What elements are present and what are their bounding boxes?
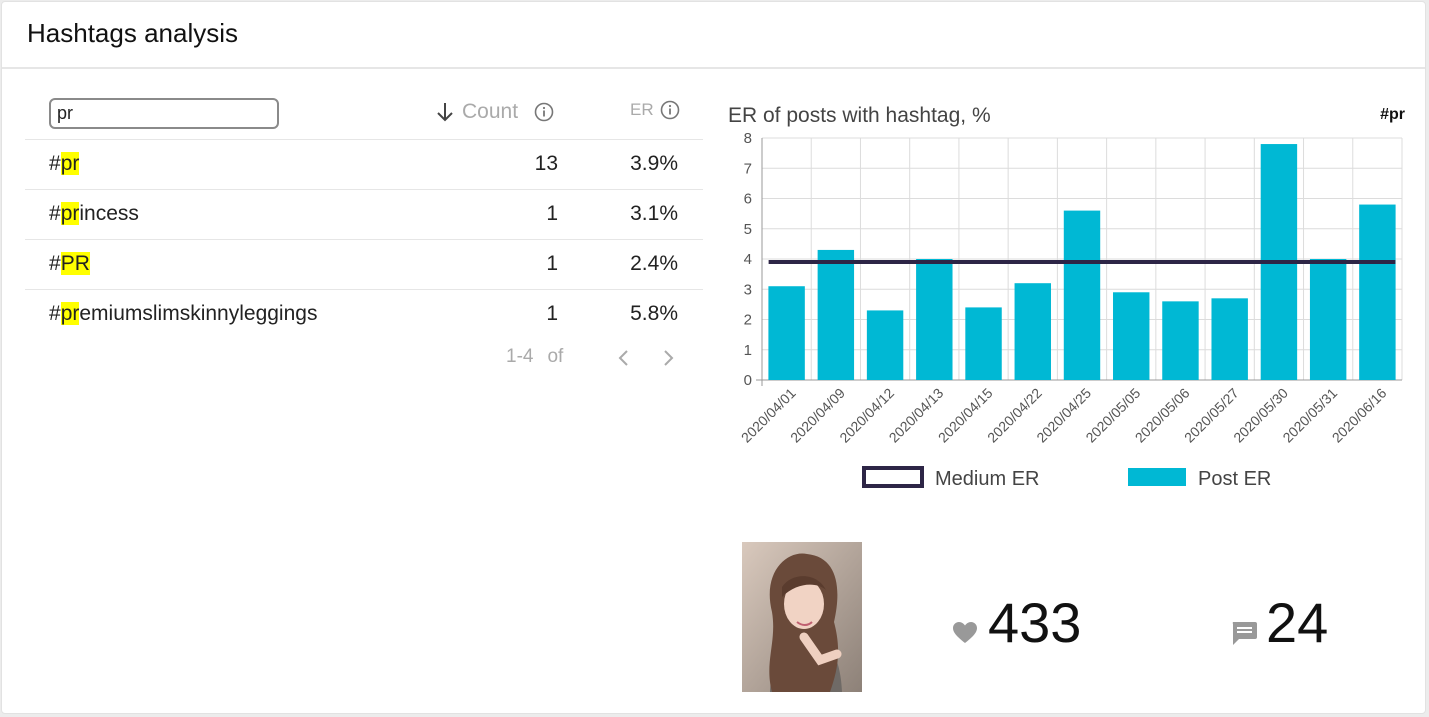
chevron-right-icon[interactable] [660, 348, 676, 368]
bar [1309, 259, 1347, 380]
bar [1063, 210, 1101, 380]
er-column-header[interactable]: ER [630, 100, 680, 120]
legend-swatch-post-er [1128, 468, 1186, 486]
er-cell: 3.1% [630, 202, 678, 225]
hashtag-cell: #PR [49, 252, 90, 275]
hashtag-cell: #princess [49, 202, 139, 225]
pagination-of: of [547, 346, 564, 367]
er-bar-chart: 0123456782020/04/012020/04/092020/04/122… [738, 130, 1403, 490]
post-comments: 24 [1230, 590, 1328, 655]
chevron-left-icon[interactable] [616, 348, 632, 368]
er-cell: 2.4% [630, 252, 678, 275]
bar [916, 259, 953, 380]
y-tick-label: 0 [744, 372, 752, 389]
chart-hashtag: #pr [1380, 106, 1405, 123]
bar [817, 249, 855, 380]
count-column-header[interactable]: Count [436, 100, 554, 124]
y-tick-label: 4 [744, 251, 752, 268]
er-cell: 5.8% [630, 302, 678, 325]
bar [1359, 204, 1396, 380]
hashtag-cell: #pr [49, 152, 80, 175]
likes-count: 433 [988, 591, 1082, 654]
er-column-label: ER [630, 100, 654, 119]
info-icon[interactable] [660, 100, 680, 120]
post-likes: 433 [952, 590, 1081, 655]
y-tick-label: 6 [744, 191, 752, 208]
heart-icon [953, 621, 977, 643]
hashtags-table: #pr 13 3.9% #princess 1 3.1% #PR 1 2.4% … [25, 139, 703, 339]
post-thumbnail[interactable] [742, 542, 862, 692]
info-icon[interactable] [534, 102, 554, 122]
legend-label-medium-er: Medium ER [935, 468, 1039, 490]
bar [1162, 301, 1199, 380]
table-row[interactable]: #premiumslimskinnyleggings 1 5.8% [25, 289, 703, 339]
y-tick-label: 3 [744, 281, 752, 298]
comments-count: 24 [1266, 591, 1329, 654]
search-highlight: PR [60, 252, 90, 275]
hashtag-search-input[interactable] [49, 98, 279, 129]
legend-swatch-medium-er [862, 466, 924, 488]
search-highlight: pr [60, 152, 80, 175]
search-highlight: pr [60, 302, 80, 325]
pagination-range: 1-4 [506, 346, 534, 367]
comment-icon [1232, 621, 1257, 645]
card-header: Hashtags analysis [2, 2, 1425, 69]
y-tick-label: 5 [744, 221, 752, 238]
pagination-label: 1-4 of [506, 346, 563, 368]
count-column-label: Count [462, 100, 519, 123]
table-row[interactable]: #princess 1 3.1% [25, 189, 703, 239]
count-cell: 1 [546, 252, 558, 275]
bar [1211, 298, 1248, 380]
bar [866, 310, 904, 380]
table-row[interactable]: #pr 13 3.9% [25, 139, 703, 189]
bar [1113, 292, 1150, 380]
table-row[interactable]: #PR 1 2.4% [25, 239, 703, 289]
card-title: Hashtags analysis [27, 18, 238, 48]
chart-title: ER of posts with hashtag, % [728, 104, 991, 127]
count-cell: 13 [534, 152, 558, 175]
count-cell: 1 [546, 202, 558, 225]
y-tick-label: 1 [744, 342, 752, 359]
hashtag-cell: #premiumslimskinnyleggings [49, 302, 318, 325]
legend-label-post-er: Post ER [1198, 468, 1271, 490]
y-tick-label: 7 [744, 160, 752, 177]
y-tick-label: 8 [744, 130, 752, 147]
bar [768, 286, 805, 380]
y-tick-label: 2 [744, 312, 752, 329]
search-highlight: pr [60, 202, 80, 225]
count-cell: 1 [546, 302, 558, 325]
bar [965, 307, 1002, 380]
bar [1014, 283, 1051, 380]
arrow-down-icon [437, 103, 453, 122]
er-cell: 3.9% [630, 152, 678, 175]
